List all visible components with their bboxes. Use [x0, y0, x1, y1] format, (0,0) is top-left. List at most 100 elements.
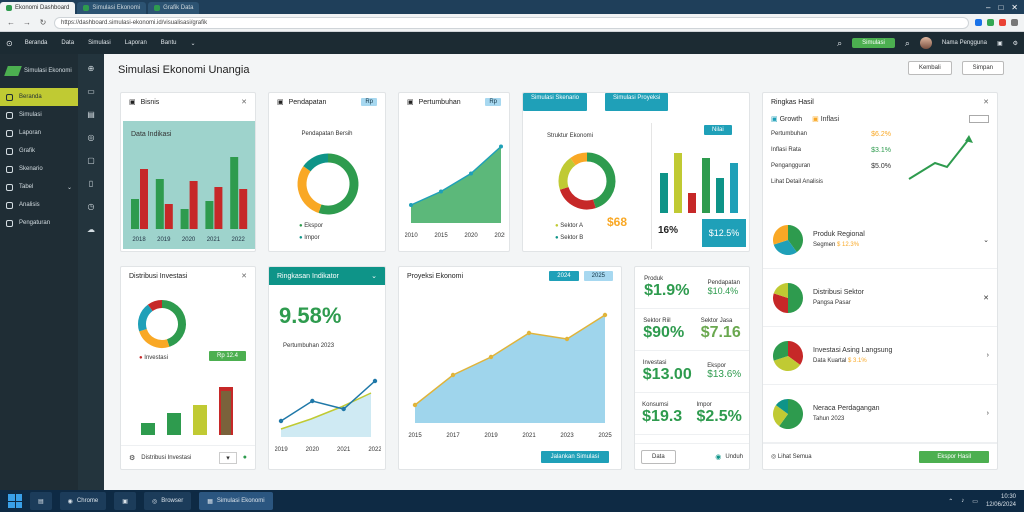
menu-item[interactable]: Laporan: [124, 40, 147, 46]
year-chip[interactable]: 2024: [549, 271, 579, 281]
sidebar-logo[interactable]: Simulasi Ekonomi: [0, 54, 78, 88]
network-icon[interactable]: ⌃: [948, 498, 954, 505]
list-item[interactable]: Produk Regional Segmen $ 12.3% ⌄: [763, 211, 997, 269]
dashboard-icon[interactable]: ⊕: [87, 64, 95, 73]
chart-icon[interactable]: ▤: [87, 110, 95, 119]
dropdown[interactable]: ▾: [219, 451, 237, 464]
forward-icon[interactable]: →: [23, 18, 31, 27]
notification-icon[interactable]: ▣: [996, 40, 1003, 47]
group-icon[interactable]: ◎: [87, 133, 95, 142]
search-icon[interactable]: ⌕: [904, 37, 910, 48]
cloud-icon[interactable]: ☁: [87, 225, 95, 234]
download-icon[interactable]: ◉: [715, 453, 722, 461]
document-icon[interactable]: ▯: [88, 179, 94, 188]
export-button[interactable]: Ekspor Hasil: [919, 450, 989, 463]
browser-tab-3[interactable]: Grafik Data: [148, 2, 200, 14]
close-icon[interactable]: ✕: [241, 273, 247, 280]
settings-icon[interactable]: ⚙: [1012, 40, 1018, 47]
settings-icon[interactable]: ⚙: [129, 454, 136, 462]
back-icon[interactable]: ←: [7, 18, 15, 27]
user-name[interactable]: Nama Pengguna: [941, 40, 987, 46]
close-icon[interactable]: ✕: [1011, 2, 1018, 12]
stat-row: Inflasi Rata $3.1%: [771, 147, 891, 154]
search-icon[interactable]: ⌕: [837, 37, 843, 48]
app-logo-icon[interactable]: ⊙: [6, 38, 13, 48]
menu-icon[interactable]: [1011, 19, 1018, 26]
clock[interactable]: 10:30 12/06/2024: [985, 494, 1016, 508]
extension-icon[interactable]: [987, 19, 994, 26]
back-button[interactable]: Kembali: [907, 61, 952, 75]
card-footer: ⚙ Distribusi Investasi ▾ ●: [121, 445, 255, 469]
card-header: ▣ Pendapatan Rp: [269, 93, 385, 111]
taskbar-item[interactable]: ◉ Chrome: [59, 492, 107, 510]
taskbar-item[interactable]: ◎ Browser: [143, 492, 192, 510]
close-icon[interactable]: ✕: [241, 99, 247, 106]
sidebar-item-pengaturan[interactable]: Pengaturan: [0, 214, 78, 232]
sidebar-item-simulasi[interactable]: Simulasi: [0, 106, 78, 124]
projection-chip[interactable]: Simulasi Proyeksi: [605, 93, 669, 111]
maximize-icon[interactable]: □: [998, 2, 1004, 12]
close-icon[interactable]: ✕: [983, 294, 989, 302]
run-simulation-button[interactable]: Jalankan Simulasi: [540, 451, 609, 463]
sidebar-item-tabel[interactable]: Tabel ⌄: [0, 178, 78, 196]
view-all-link[interactable]: ◎ Lihat Semua: [771, 454, 812, 460]
currency-badge[interactable]: Rp: [361, 98, 377, 106]
mini-bar-chart: [660, 153, 738, 213]
sidebar-item-grafik[interactable]: Grafik: [0, 142, 78, 160]
menu-item[interactable]: Data: [61, 40, 75, 46]
value-badge[interactable]: Nilai: [704, 125, 732, 135]
data-button[interactable]: Data: [641, 449, 676, 464]
download-link[interactable]: Unduh: [725, 453, 743, 460]
taskbar-item[interactable]: ▤: [30, 492, 52, 510]
list-item[interactable]: Investasi Asing Langsung Data Kuartal $ 3…: [763, 327, 997, 385]
extension-icon[interactable]: [975, 19, 982, 26]
list-item[interactable]: Distribusi Sektor Pangsa Pasar ✕: [763, 269, 997, 327]
battery-icon[interactable]: ▭: [972, 498, 978, 505]
minimize-icon[interactable]: –: [986, 2, 991, 12]
sidebar-item-beranda[interactable]: Beranda: [0, 88, 78, 106]
layout-icon[interactable]: ▭: [87, 87, 95, 96]
clock-icon[interactable]: ◷: [87, 202, 95, 211]
avatar[interactable]: [919, 37, 932, 49]
sidebar-item-laporan[interactable]: Laporan: [0, 124, 78, 142]
bar: [230, 157, 239, 229]
chevron-down-icon[interactable]: ⌄: [190, 40, 196, 47]
close-icon[interactable]: ✕: [983, 99, 989, 106]
browser-tab-2[interactable]: Simulasi Ekonomi: [77, 2, 147, 14]
data-point: [372, 378, 378, 384]
browser-tab-1[interactable]: Ekonomi Dashboard: [0, 2, 76, 14]
save-button[interactable]: Simpan: [961, 61, 1004, 75]
start-icon[interactable]: [8, 494, 22, 508]
currency-badge[interactable]: Rp: [485, 98, 501, 106]
value-chip[interactable]: Rp 12.4: [209, 351, 247, 361]
volume-icon[interactable]: ♪: [961, 498, 965, 504]
simulasi-button[interactable]: Simulasi: [852, 38, 895, 48]
chevron-down-icon[interactable]: ⌄: [983, 236, 989, 244]
url-field[interactable]: https://dashboard.simulasi-ekonomi.id/vi…: [54, 16, 969, 29]
reload-icon[interactable]: ↻: [39, 18, 47, 27]
menu-item[interactable]: Beranda: [24, 40, 48, 46]
sidebar-item-analisis[interactable]: Analisis: [0, 196, 78, 214]
sidebar-item-skenario[interactable]: Skenario: [0, 160, 78, 178]
taskbar-item[interactable]: ▣: [114, 492, 136, 510]
menu-item[interactable]: Bantu: [160, 40, 177, 46]
taskbar-item[interactable]: ▦ Simulasi Ekonomi: [199, 492, 273, 510]
summary-panel: Ringkas Hasil ✕ ▣ Growth ▣ Inflasi Pertum…: [762, 92, 998, 470]
chevron-right-icon[interactable]: ›: [986, 410, 989, 417]
filter-chip[interactable]: ▣ Growth: [771, 116, 803, 123]
extension-icon[interactable]: [999, 19, 1006, 26]
message-icon[interactable]: ▢: [87, 156, 95, 165]
year-chip[interactable]: 2025: [583, 271, 613, 281]
bar: [180, 209, 189, 229]
dropdown[interactable]: [969, 115, 989, 123]
check-icon[interactable]: ●: [242, 454, 247, 461]
menu-item[interactable]: Simulasi: [88, 40, 111, 46]
filter-chip[interactable]: ▣ Inflasi: [812, 116, 840, 123]
scenario-chip[interactable]: Simulasi Skenario: [523, 93, 588, 111]
bar: [189, 181, 198, 229]
chevron-right-icon[interactable]: ›: [986, 352, 989, 359]
chevron-down-icon[interactable]: ⌄: [371, 273, 377, 280]
detail-link[interactable]: Lihat Detail Analisis: [771, 179, 824, 185]
list-item[interactable]: Neraca Perdagangan Tahun 2023 ›: [763, 385, 997, 443]
bar: [688, 193, 696, 213]
